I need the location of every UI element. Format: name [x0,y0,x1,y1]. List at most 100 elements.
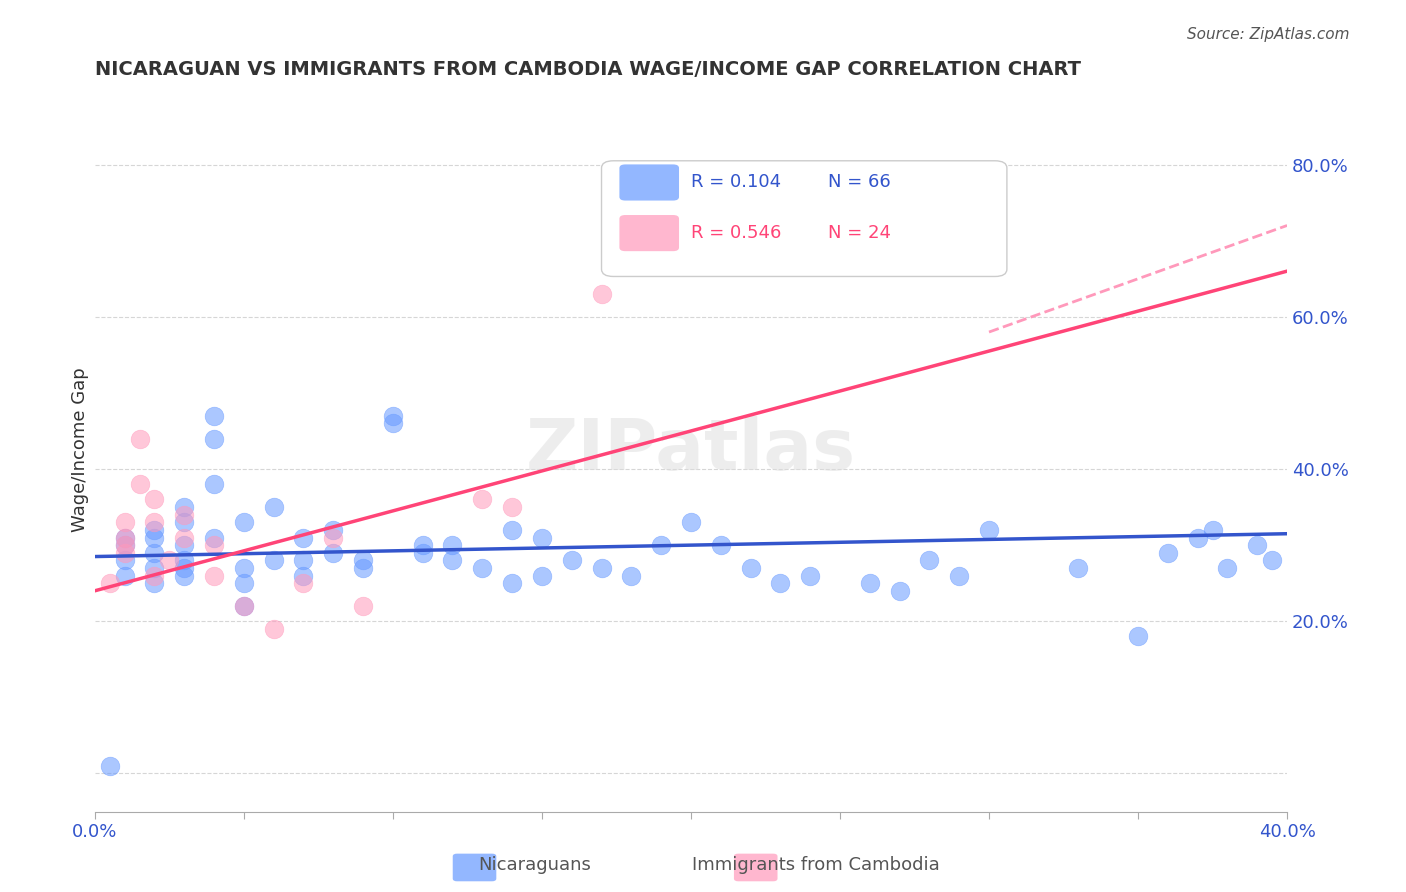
Point [173,508,195,522]
Point [471,492,494,507]
Y-axis label: Wage/Income Gap: Wage/Income Gap [72,368,89,533]
Point [352,553,374,567]
Point [591,561,613,575]
Point [143,568,166,582]
Text: Source: ZipAtlas.com: Source: ZipAtlas.com [1187,27,1350,42]
Point [143,531,166,545]
FancyBboxPatch shape [620,164,679,201]
Text: NICARAGUAN VS IMMIGRANTS FROM CAMBODIA WAGE/INCOME GAP CORRELATION CHART: NICARAGUAN VS IMMIGRANTS FROM CAMBODIA W… [94,60,1081,78]
Point [1187,531,1209,545]
Point [561,553,583,567]
Point [1201,523,1223,537]
Point [202,432,225,446]
Point [859,576,882,591]
Point [441,538,464,552]
Point [769,576,792,591]
Point [471,561,494,575]
Point [173,568,195,582]
Point [679,516,702,530]
Point [441,553,464,567]
Point [98,576,121,591]
Point [202,568,225,582]
Point [1067,561,1090,575]
Point [1157,546,1180,560]
Point [1216,561,1239,575]
Point [322,523,344,537]
Point [1261,553,1284,567]
Text: ZIPatlas: ZIPatlas [526,416,856,484]
Point [173,538,195,552]
Point [740,561,762,575]
Point [381,417,404,431]
Point [263,622,285,636]
Point [143,576,166,591]
Text: R = 0.546: R = 0.546 [690,224,782,242]
Point [322,531,344,545]
Point [889,583,911,598]
Point [530,531,553,545]
Point [1246,538,1268,552]
Point [202,409,225,423]
Point [650,538,672,552]
Text: N = 66: N = 66 [828,173,891,192]
Point [799,568,821,582]
Point [292,531,315,545]
Point [143,561,166,575]
Text: Nicaraguans: Nicaraguans [478,855,591,873]
Point [292,553,315,567]
Point [977,523,1000,537]
Point [98,759,121,773]
Point [173,531,195,545]
Point [232,599,254,613]
Point [114,516,136,530]
Point [114,538,136,552]
Point [173,561,195,575]
Point [263,500,285,514]
Point [501,576,523,591]
Point [202,538,225,552]
Point [202,477,225,491]
Point [412,538,434,552]
Point [114,531,136,545]
Point [143,516,166,530]
Point [232,599,254,613]
Point [710,538,733,552]
Point [143,523,166,537]
Point [263,553,285,567]
Point [114,546,136,560]
Point [143,546,166,560]
Point [173,500,195,514]
Point [292,576,315,591]
Text: R = 0.104: R = 0.104 [690,173,782,192]
Point [157,553,180,567]
Point [948,568,970,582]
FancyBboxPatch shape [602,161,1007,277]
Point [769,249,792,263]
Point [202,531,225,545]
Point [591,287,613,301]
Point [620,568,643,582]
FancyBboxPatch shape [620,215,679,252]
Point [292,568,315,582]
Point [232,561,254,575]
Point [128,477,150,491]
Text: Immigrants from Cambodia: Immigrants from Cambodia [692,855,939,873]
Point [232,516,254,530]
Point [114,531,136,545]
Point [173,553,195,567]
Point [114,568,136,582]
Point [381,409,404,423]
Point [530,568,553,582]
Point [918,553,941,567]
Point [1126,630,1149,644]
Point [352,599,374,613]
Point [352,561,374,575]
Point [128,432,150,446]
Text: N = 24: N = 24 [828,224,891,242]
Point [114,538,136,552]
Point [114,553,136,567]
Point [501,500,523,514]
Point [173,516,195,530]
Point [501,523,523,537]
Point [232,576,254,591]
